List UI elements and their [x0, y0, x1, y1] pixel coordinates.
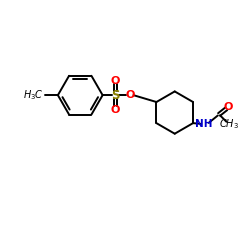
Text: NH: NH [196, 120, 213, 130]
Text: O: O [224, 102, 233, 112]
Text: S: S [111, 89, 120, 102]
Text: $H_3C$: $H_3C$ [24, 88, 44, 102]
Text: O: O [125, 90, 135, 100]
Text: O: O [111, 104, 120, 115]
Text: O: O [111, 76, 120, 86]
Text: $CH_3$: $CH_3$ [218, 117, 238, 131]
